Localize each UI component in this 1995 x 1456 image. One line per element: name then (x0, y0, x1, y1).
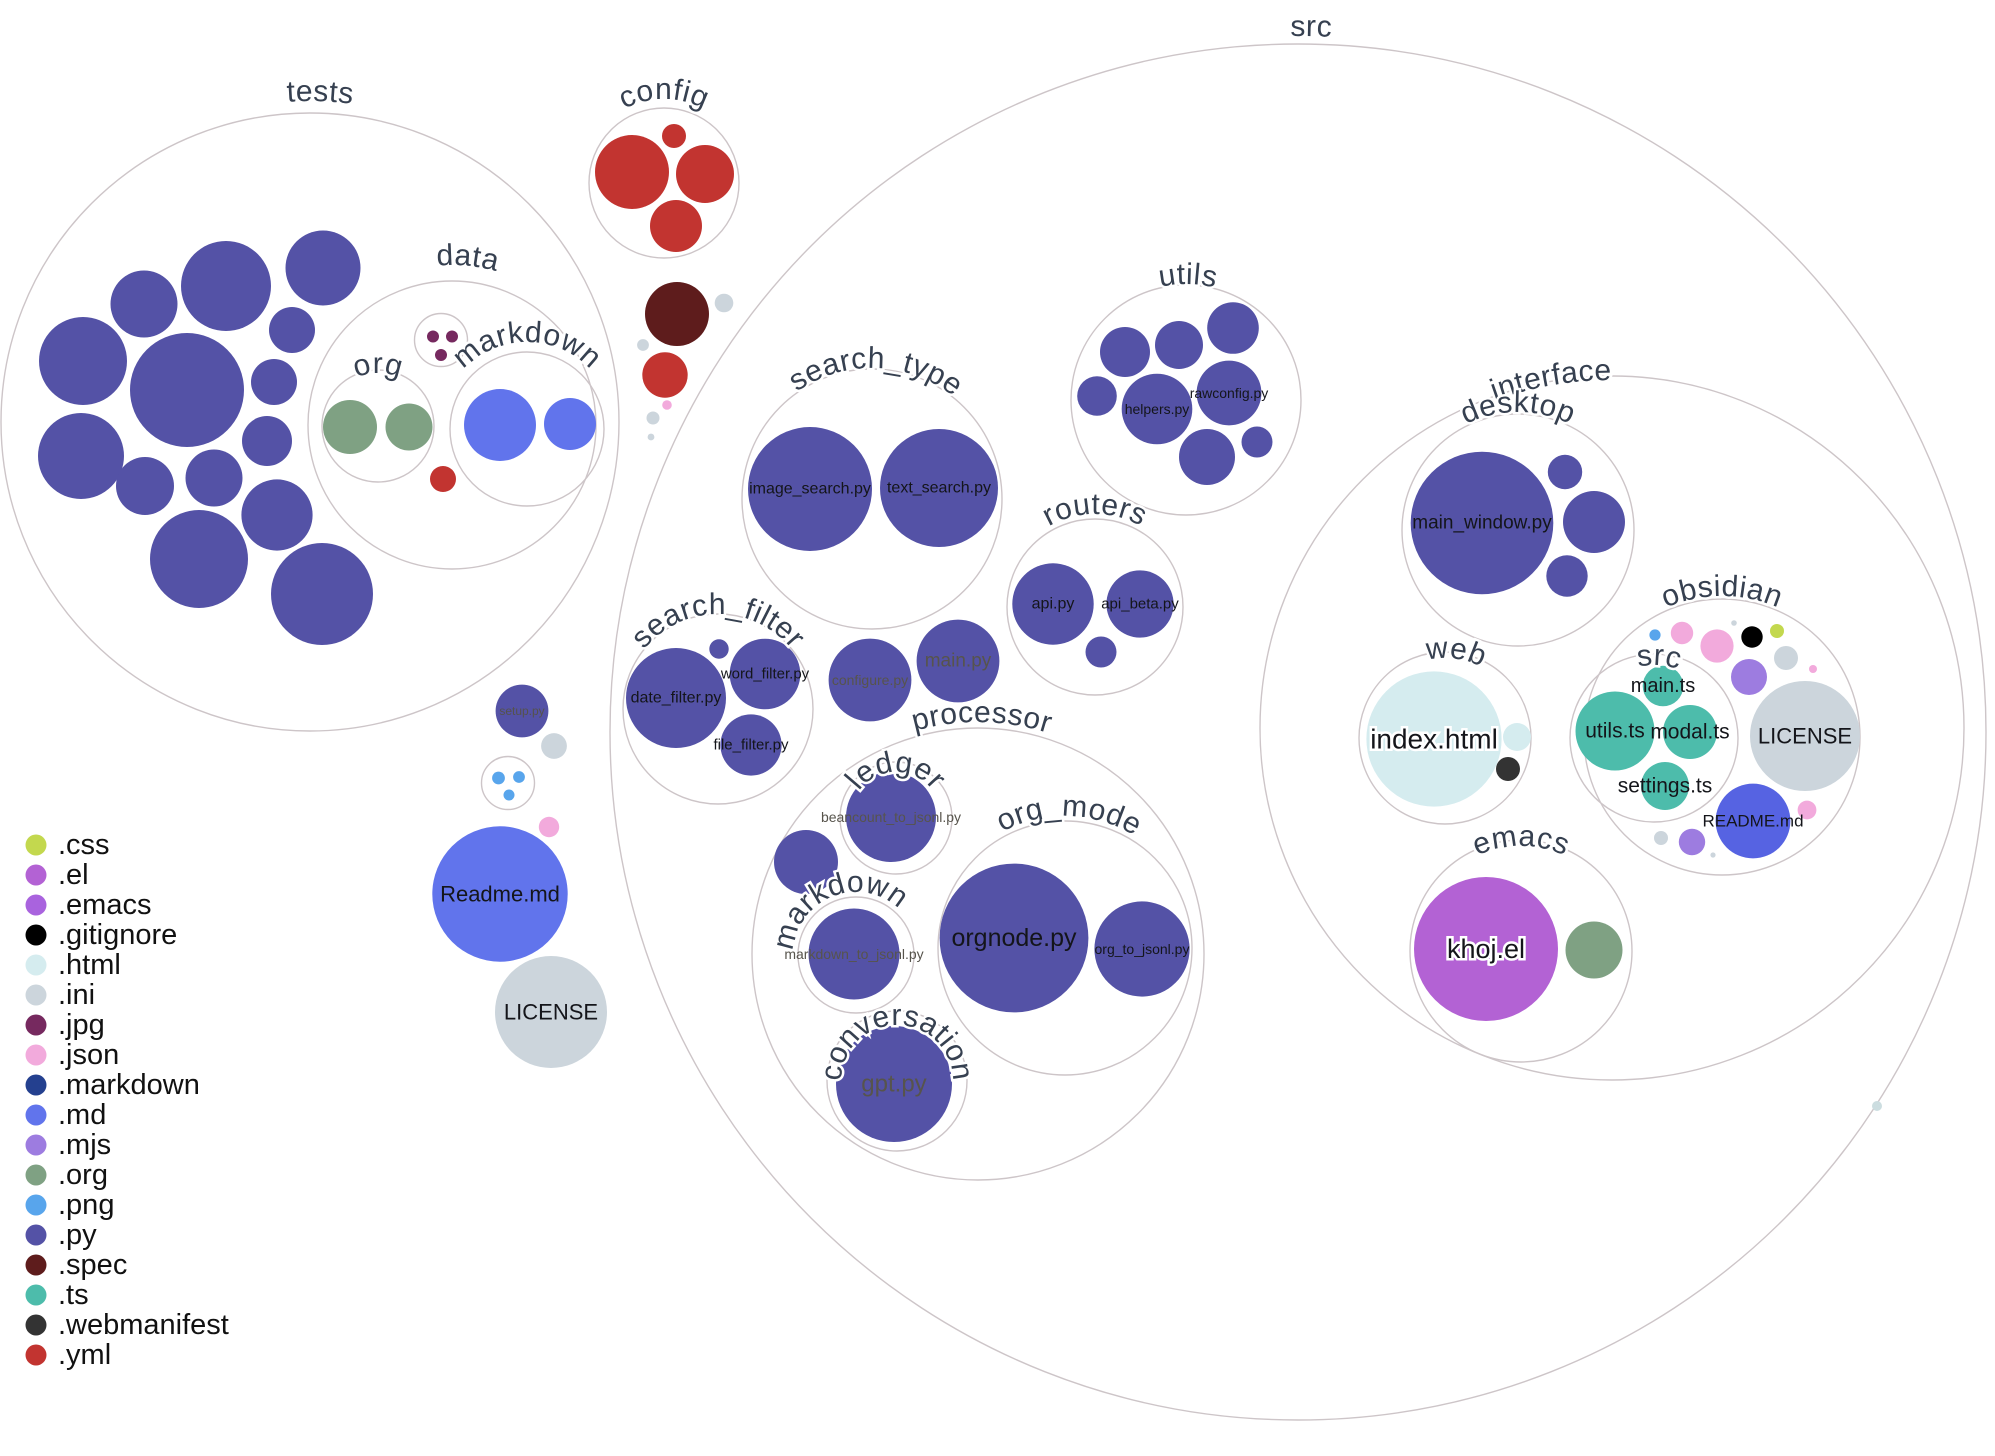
svg-text:org: org (349, 347, 406, 384)
svg-text:src: src (1635, 639, 1685, 676)
svg-text:utils.ts: utils.ts (1585, 720, 1645, 743)
svg-text:image_search.py: image_search.py (749, 481, 871, 498)
svg-text:data: data (436, 239, 503, 278)
svg-text:.mjs: .mjs (58, 1129, 111, 1161)
svg-text:.webmanifest: .webmanifest (58, 1309, 229, 1341)
svg-text:org_to_jsonl.py: org_to_jsonl.py (1095, 941, 1190, 957)
svg-text:setup.py: setup.py (499, 704, 544, 718)
svg-text:tests: tests (286, 75, 356, 111)
svg-text:settings.ts: settings.ts (1618, 775, 1713, 798)
svg-text:.org: .org (58, 1159, 108, 1191)
svg-text:.ini: .ini (58, 979, 95, 1011)
svg-text:.spec: .spec (58, 1249, 127, 1281)
svg-text:Readme.md: Readme.md (440, 882, 560, 907)
svg-text:orgnode.py: orgnode.py (951, 924, 1077, 952)
svg-text:.ts: .ts (58, 1279, 89, 1311)
svg-text:.gitignore: .gitignore (58, 919, 177, 951)
svg-text:date_filter.py: date_filter.py (631, 690, 722, 707)
svg-text:main.py: main.py (925, 651, 992, 672)
svg-text:helpers.py: helpers.py (1125, 401, 1190, 417)
svg-text:api_beta.py: api_beta.py (1101, 596, 1179, 613)
svg-text:file_filter.py: file_filter.py (713, 737, 789, 754)
svg-text:main_window.py: main_window.py (1412, 513, 1552, 534)
svg-text:configure.py: configure.py (832, 672, 908, 688)
svg-text:rawconfig.py: rawconfig.py (1190, 385, 1269, 401)
svg-text:khoj.el: khoj.el (1447, 934, 1525, 964)
svg-text:.emacs: .emacs (58, 889, 151, 921)
svg-text:.md: .md (58, 1099, 106, 1131)
svg-text:.el: .el (58, 859, 89, 891)
svg-text:.css: .css (58, 829, 110, 861)
svg-text:word_filter.py: word_filter.py (720, 666, 810, 683)
svg-text:beancount_to_jsonl.py: beancount_to_jsonl.py (821, 809, 961, 825)
svg-text:.json: .json (58, 1039, 119, 1071)
svg-text:src: src (1290, 10, 1332, 44)
svg-text:index.html: index.html (1370, 724, 1498, 755)
svg-text:utils: utils (1156, 258, 1220, 294)
svg-text:README.md: README.md (1702, 812, 1803, 831)
svg-text:api.py: api.py (1032, 596, 1075, 613)
svg-text:markdown_to_jsonl.py: markdown_to_jsonl.py (784, 946, 923, 962)
svg-text:.markdown: .markdown (58, 1069, 200, 1101)
svg-text:.jpg: .jpg (58, 1009, 105, 1041)
svg-text:gpt.py: gpt.py (861, 1071, 926, 1098)
svg-text:main.ts: main.ts (1631, 675, 1695, 697)
svg-text:LICENSE: LICENSE (504, 1000, 598, 1025)
svg-text:.yml: .yml (58, 1339, 111, 1371)
svg-text:text_search.py: text_search.py (887, 480, 991, 497)
svg-text:.html: .html (58, 949, 121, 981)
svg-text:.py: .py (58, 1219, 97, 1251)
svg-text:LICENSE: LICENSE (1758, 724, 1852, 749)
svg-text:.png: .png (58, 1189, 114, 1221)
svg-text:modal.ts: modal.ts (1650, 721, 1729, 744)
